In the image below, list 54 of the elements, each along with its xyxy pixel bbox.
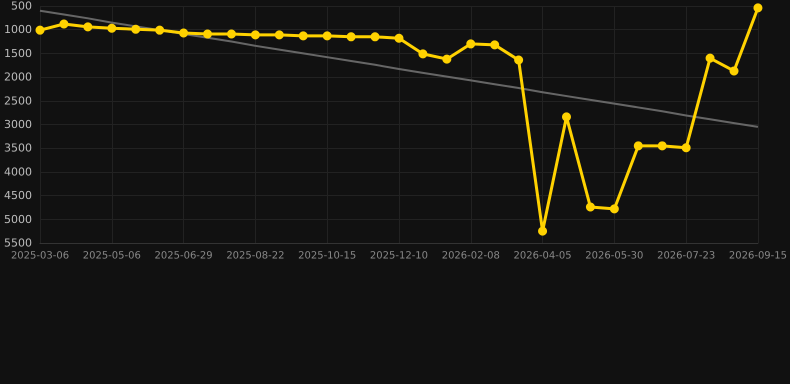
- x-tick-label: 2026-04-05: [513, 250, 572, 262]
- y-tick-label: 4000: [4, 165, 32, 178]
- x-tick-label: 2026-07-23: [657, 250, 716, 262]
- point: [179, 28, 188, 38]
- point: [83, 22, 92, 32]
- point: [298, 31, 308, 40]
- point: [730, 66, 739, 76]
- point: [394, 34, 404, 43]
- x-tick-label: 2025-06-29: [154, 250, 213, 262]
- point: [586, 202, 595, 212]
- point: [131, 24, 140, 34]
- point: [538, 226, 548, 236]
- y-tick-label: 2000: [4, 70, 32, 84]
- y-tick-label: 2500: [4, 94, 32, 108]
- point: [706, 54, 715, 63]
- point: [322, 31, 332, 40]
- point: [250, 30, 260, 40]
- y-tick-label: 3000: [4, 118, 32, 131]
- y-tick-label: 1500: [4, 46, 32, 60]
- point: [658, 141, 667, 150]
- x-tick-label: 2025-05-06: [82, 250, 141, 262]
- point: [274, 30, 284, 40]
- point: [155, 26, 164, 35]
- point: [490, 40, 500, 50]
- x-tick-label: 2025-12-10: [370, 250, 428, 262]
- y-tick-label: 5500: [4, 236, 32, 250]
- point: [466, 39, 476, 48]
- x-tick-label: 2026-02-08: [442, 250, 500, 262]
- point: [346, 32, 356, 42]
- point: [682, 143, 691, 152]
- x-tick-label: 2025-10-15: [298, 250, 356, 262]
- y-tick-label: 3500: [4, 142, 32, 155]
- point: [514, 56, 524, 65]
- point: [753, 3, 762, 12]
- point: [634, 141, 643, 150]
- point: [562, 112, 571, 122]
- point: [36, 26, 44, 35]
- x-tick-label: 2025-08-22: [226, 250, 284, 262]
- point: [442, 54, 452, 64]
- point: [418, 49, 428, 58]
- point: [226, 29, 236, 38]
- point: [370, 32, 380, 42]
- x-tick-label: 2025-03-06: [10, 250, 70, 262]
- y-tick-label: 4500: [4, 189, 32, 202]
- point: [59, 20, 68, 29]
- line-series: [39, 10, 759, 128]
- y-tick-label: 500: [11, 0, 32, 12]
- x-tick-label: 2026-05-30: [585, 250, 644, 262]
- point: [203, 29, 212, 38]
- x-tick-label: 2026-09-15: [728, 250, 788, 262]
- y-tick-label: 5000: [4, 212, 32, 226]
- point: [610, 204, 619, 214]
- point: [107, 24, 116, 33]
- y-tick-label: 1000: [4, 23, 32, 36]
